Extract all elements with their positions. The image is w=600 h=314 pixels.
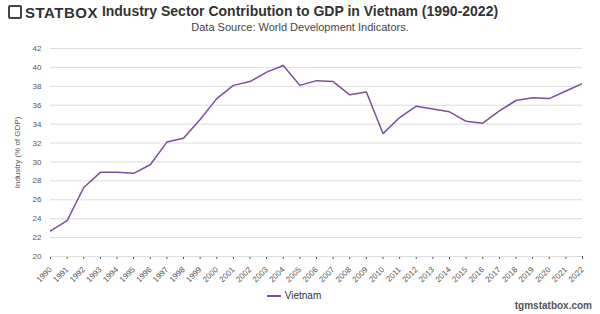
- svg-text:32: 32: [33, 139, 42, 148]
- svg-text:2010: 2010: [367, 265, 386, 284]
- svg-text:2019: 2019: [517, 265, 536, 284]
- svg-text:22: 22: [33, 233, 42, 242]
- svg-text:1994: 1994: [101, 265, 120, 284]
- svg-text:1995: 1995: [118, 265, 137, 284]
- svg-text:2011: 2011: [384, 265, 403, 284]
- svg-text:40: 40: [33, 63, 42, 72]
- html-text:tgmstatbox.com: tgmstatbox.com: [514, 300, 592, 311]
- svg-text:2008: 2008: [334, 265, 353, 284]
- svg-text:2014: 2014: [434, 265, 453, 284]
- svg-text:2017: 2017: [484, 265, 503, 284]
- svg-text:2018: 2018: [500, 265, 519, 284]
- svg-text:42: 42: [33, 44, 42, 53]
- svg-text:20: 20: [33, 252, 42, 261]
- html-text:STATBOX Industry Sector Contri: STATBOX Industry Sector Contribution to …: [25, 3, 499, 21]
- svg-text:28: 28: [33, 176, 42, 185]
- html-text:Data Source: World Development: Data Source: World Development Indicator…: [191, 21, 409, 33]
- svg-text:2012: 2012: [401, 265, 420, 284]
- svg-text:1998: 1998: [168, 265, 187, 284]
- svg-text:2016: 2016: [467, 265, 486, 284]
- svg-text:1991: 1991: [51, 265, 70, 284]
- svg-text:2000: 2000: [201, 265, 220, 284]
- svg-text:2020: 2020: [534, 265, 553, 284]
- svg-text:2022: 2022: [567, 265, 586, 284]
- svg-text:2006: 2006: [301, 265, 320, 284]
- svg-text:1997: 1997: [151, 265, 170, 284]
- svg-text:2005: 2005: [284, 265, 303, 284]
- svg-text:26: 26: [33, 195, 42, 204]
- svg-text:2015: 2015: [450, 265, 469, 284]
- svg-text:1996: 1996: [135, 265, 154, 284]
- svg-text:1992: 1992: [68, 265, 87, 284]
- svg-text:2021: 2021: [550, 265, 569, 284]
- svg-text:2013: 2013: [417, 265, 436, 284]
- svg-text:24: 24: [33, 214, 42, 223]
- svg-text:2004: 2004: [268, 265, 287, 284]
- svg-text:36: 36: [33, 101, 42, 110]
- svg-text:38: 38: [33, 82, 42, 91]
- svg-text:2001: 2001: [218, 265, 237, 284]
- svg-text:30: 30: [33, 158, 42, 167]
- svg-text:1990: 1990: [35, 265, 54, 284]
- svg-text:2003: 2003: [251, 265, 270, 284]
- html-text:Vietnam: Vietnam: [284, 290, 322, 301]
- svg-text:Industry (% of GDP): Industry (% of GDP): [13, 116, 22, 188]
- svg-text:34: 34: [33, 120, 42, 129]
- svg-text:2007: 2007: [317, 265, 336, 284]
- svg-text:2002: 2002: [234, 265, 253, 284]
- svg-text:1999: 1999: [184, 265, 203, 284]
- svg-text:1993: 1993: [85, 265, 104, 284]
- svg-text:2009: 2009: [351, 265, 370, 284]
